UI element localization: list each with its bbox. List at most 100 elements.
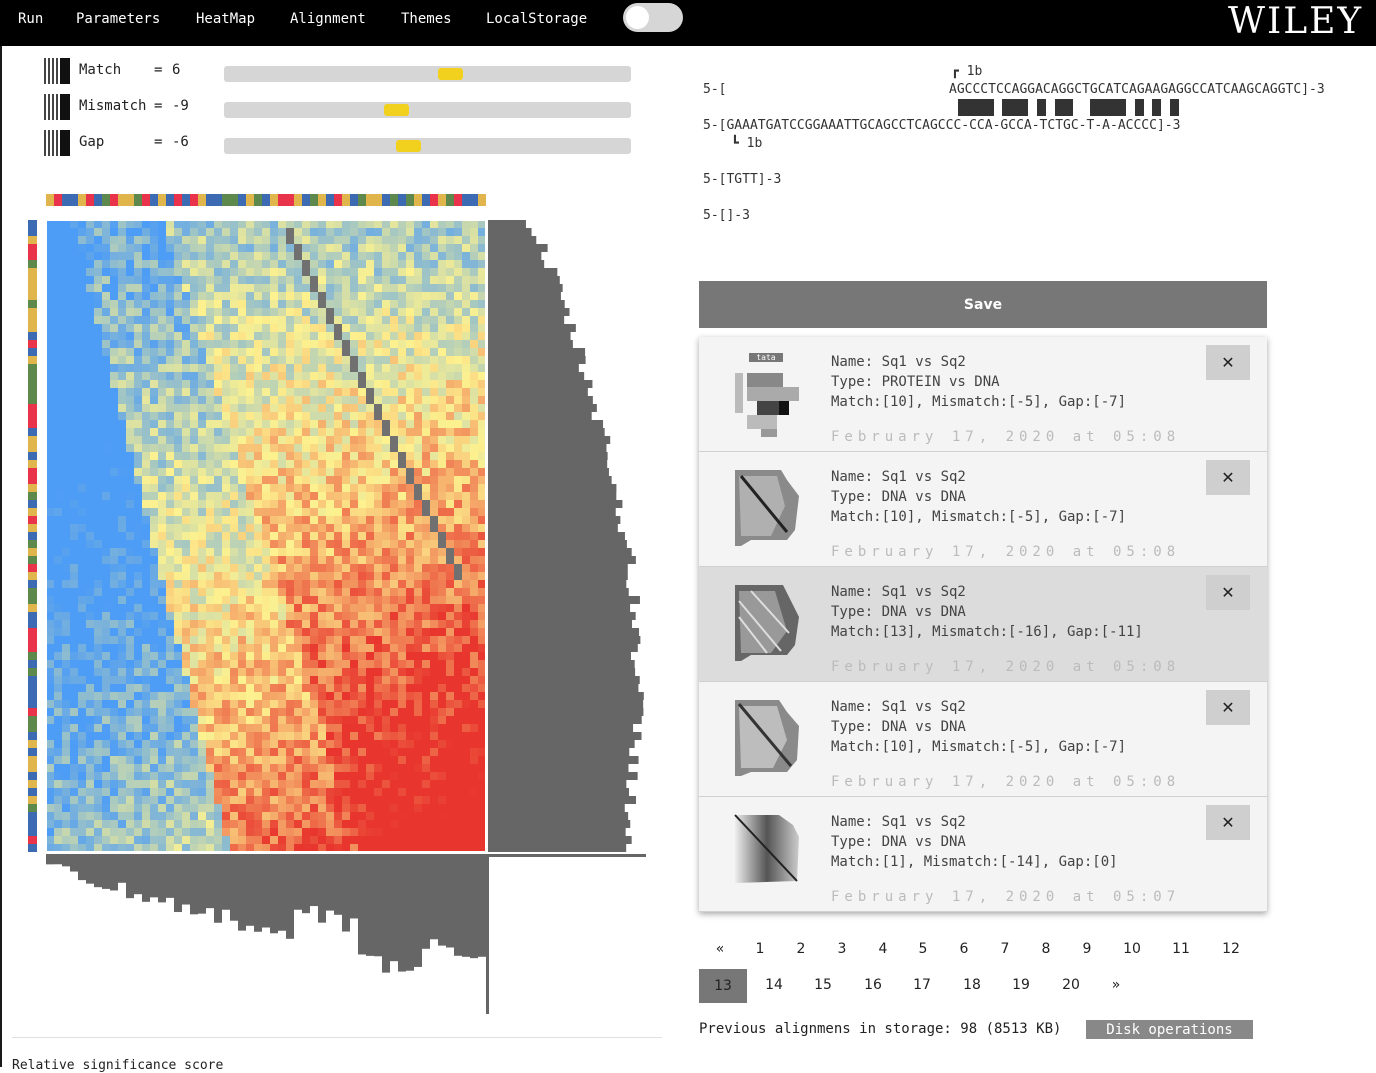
theme-toggle[interactable] — [623, 3, 683, 32]
page-link-13-active[interactable]: 13 — [699, 969, 747, 1003]
nucleotide-cell — [28, 404, 37, 412]
menu-parameters[interactable]: Parameters — [76, 11, 161, 27]
slider-thumb[interactable] — [384, 104, 409, 116]
heatmap-cell — [278, 716, 286, 724]
menu-alignment[interactable]: Alignment — [290, 11, 366, 27]
page-link-16[interactable]: 16 — [864, 977, 882, 993]
delete-button[interactable]: ✕ — [1206, 345, 1250, 380]
disk-operations-button[interactable]: Disk operations — [1086, 1020, 1253, 1039]
saved-alignment-item[interactable]: Name: Sq1 vs Sq2 Type: DNA vs DNA Match:… — [699, 452, 1267, 567]
heatmap-cell — [118, 628, 126, 636]
heatmap-cell — [78, 756, 86, 764]
heatmap-cell — [430, 268, 438, 276]
heatmap-cell — [478, 508, 486, 516]
saved-alignment-item[interactable]: Name: Sq1 vs Sq2 Type: DNA vs DNA Match:… — [699, 567, 1267, 682]
mismatch-slider[interactable] — [224, 102, 631, 118]
saved-alignment-item[interactable]: Name: Sq1 vs Sq2 Type: DNA vs DNA Match:… — [699, 682, 1267, 797]
heatmap-cell — [254, 308, 262, 316]
page-prev[interactable]: « — [715, 941, 725, 957]
page-link-19[interactable]: 19 — [1012, 977, 1030, 993]
heatmap-cell — [214, 532, 222, 540]
heatmap-cell — [142, 516, 150, 524]
heatmap-cell — [54, 300, 62, 308]
heatmap-cell — [358, 300, 366, 308]
page-link-15[interactable]: 15 — [814, 977, 832, 993]
delete-button[interactable]: ✕ — [1206, 575, 1250, 610]
match-slider[interactable] — [224, 66, 631, 82]
heatmap-cell — [310, 820, 318, 828]
heatmap-cell — [190, 620, 198, 628]
page-link-17[interactable]: 17 — [913, 977, 931, 993]
menu-themes[interactable]: Themes — [401, 11, 452, 27]
heatmap-cell — [430, 684, 438, 692]
heatmap-cell — [374, 252, 382, 260]
menu-localstorage[interactable]: LocalStorage — [486, 11, 588, 27]
slider-thumb[interactable] — [396, 140, 421, 152]
heatmap-cell — [278, 260, 286, 268]
page-link-6[interactable]: 6 — [959, 941, 969, 957]
heatmap-cell — [158, 580, 166, 588]
page-link-8[interactable]: 8 — [1041, 941, 1051, 957]
alignment-path-cell — [398, 452, 406, 468]
heatmap-cell — [190, 604, 198, 612]
heatmap-cell — [270, 700, 278, 708]
heatmap-cell — [126, 812, 134, 820]
histogram-bar — [488, 228, 532, 236]
saved-alignment-item[interactable]: Name: Sq1 vs Sq2 Type: DNA vs DNA Match:… — [699, 797, 1267, 912]
heatmap-cell — [230, 796, 238, 804]
histogram-bar — [318, 854, 326, 923]
delete-button[interactable]: ✕ — [1206, 460, 1250, 495]
heatmap-cell — [78, 276, 86, 284]
heatmap-cell — [374, 508, 382, 516]
page-link-2[interactable]: 2 — [796, 941, 806, 957]
page-link-18[interactable]: 18 — [963, 977, 981, 993]
heatmap-cell — [438, 340, 446, 348]
heatmap-cell — [422, 668, 430, 676]
menu-run[interactable]: Run — [18, 11, 44, 27]
heatmap-cell — [46, 284, 54, 292]
nucleotide-cell — [28, 644, 37, 652]
save-button[interactable]: Save — [699, 281, 1267, 328]
delete-button[interactable]: ✕ — [1206, 805, 1250, 840]
alignment-heatmap[interactable] — [0, 180, 660, 1030]
menu-heatmap[interactable]: HeatMap — [196, 11, 256, 27]
heatmap-cell — [110, 492, 118, 500]
alignment-thumbnail — [735, 585, 799, 661]
page-next[interactable]: » — [1111, 977, 1121, 993]
page-link-1[interactable]: 1 — [755, 941, 765, 957]
slider-thumb[interactable] — [438, 68, 463, 80]
page-link-14[interactable]: 14 — [765, 977, 783, 993]
heatmap-cell — [430, 492, 438, 500]
heatmap-cell — [382, 628, 390, 636]
page-link-7[interactable]: 7 — [1000, 941, 1010, 957]
heatmap-cell — [118, 548, 126, 556]
histogram-bar — [470, 854, 478, 959]
heatmap-cell — [318, 444, 326, 452]
heatmap-cell — [430, 844, 438, 852]
heatmap-cell — [438, 412, 446, 420]
heatmap-cell — [150, 500, 158, 508]
heatmap-cell — [198, 244, 206, 252]
heatmap-cell — [246, 492, 254, 500]
page-link-11[interactable]: 11 — [1172, 941, 1190, 957]
gap-slider[interactable] — [224, 138, 631, 154]
saved-alignment-item[interactable]: tata Name: Sq1 vs Sq2 Type: PROTEIN vs D… — [699, 337, 1267, 452]
heatmap-cell — [406, 804, 414, 812]
heatmap-cell — [94, 524, 102, 532]
page-link-5[interactable]: 5 — [918, 941, 928, 957]
page-link-12[interactable]: 12 — [1222, 941, 1240, 957]
heatmap-cell — [190, 684, 198, 692]
page-link-20[interactable]: 20 — [1062, 977, 1080, 993]
heatmap-cell — [158, 684, 166, 692]
page-link-9[interactable]: 9 — [1082, 941, 1092, 957]
page-link-4[interactable]: 4 — [878, 941, 888, 957]
page-link-10[interactable]: 10 — [1123, 941, 1141, 957]
heatmap-cell — [134, 732, 142, 740]
heatmap-cell — [462, 652, 470, 660]
delete-button[interactable]: ✕ — [1206, 690, 1250, 725]
heatmap-cell — [174, 684, 182, 692]
page-link-3[interactable]: 3 — [837, 941, 847, 957]
heatmap-cell — [430, 508, 438, 516]
histogram-bar — [488, 788, 630, 796]
heatmap-cell — [174, 500, 182, 508]
